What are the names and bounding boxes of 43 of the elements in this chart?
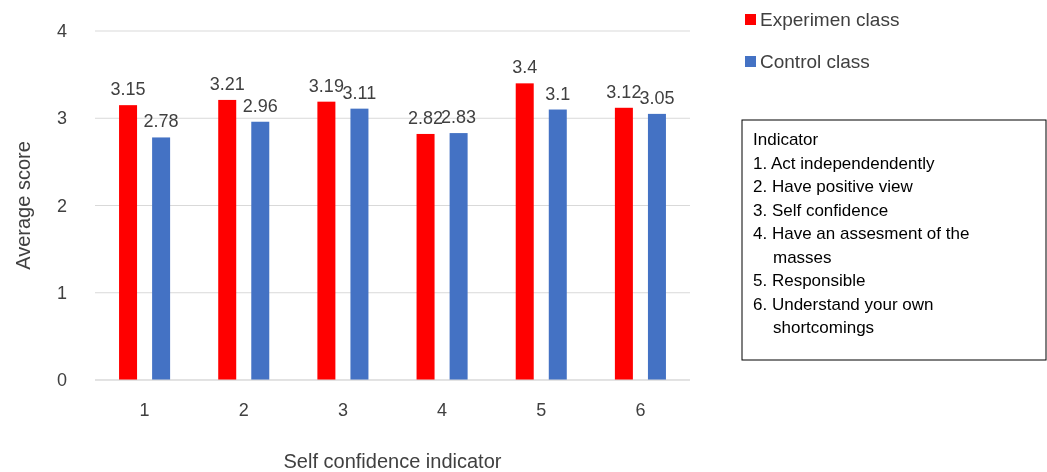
y-tick-label: 1: [56, 282, 67, 303]
text: 3. Self confidence: [753, 200, 889, 220]
data-label: 2.83: [441, 107, 477, 128]
bar: [350, 108, 369, 380]
bar: [548, 109, 567, 380]
bar: [416, 133, 435, 380]
y-tick-label: 4: [56, 21, 67, 41]
y-tick-label: 2: [56, 195, 67, 216]
data-label: 2.78: [143, 111, 179, 132]
x-tick-label: 4: [437, 400, 448, 420]
text: 1. Act independendently: [753, 153, 935, 173]
text: 6. Understand your own shortcomings: [753, 294, 934, 337]
data-label: 2.96: [242, 95, 278, 116]
bar: [119, 105, 138, 380]
data-label: 3.15: [110, 79, 146, 100]
x-axis-title: Self confidence indicator: [283, 450, 502, 472]
bar: [449, 133, 468, 380]
bar: [152, 137, 171, 380]
y-tick-label: 3: [56, 108, 67, 129]
bar: [251, 121, 270, 380]
data-label: 3.4: [512, 57, 538, 78]
bar: [515, 83, 534, 380]
text: 4. Have an assesment of the masses: [753, 224, 970, 267]
data-label: 3.19: [308, 75, 344, 96]
text: Indicator: [753, 130, 819, 149]
bar: [218, 99, 237, 380]
data-label: 3.1: [545, 83, 571, 104]
legend-label: Experimen class: [760, 9, 900, 30]
x-tick-label: 3: [337, 400, 348, 420]
x-tick-label: 1: [139, 400, 150, 420]
x-tick-label: 6: [635, 400, 646, 420]
data-label: 3.11: [342, 82, 377, 103]
text: 5. Responsible: [753, 271, 866, 290]
x-tick-label: 5: [536, 400, 547, 420]
bar: [647, 113, 666, 380]
bar: [614, 107, 633, 380]
bar: [317, 101, 336, 380]
x-tick-label: 2: [238, 400, 249, 420]
legend-label: Control class: [760, 51, 870, 72]
y-axis-title: Average score: [12, 141, 34, 270]
y-tick-label: 0: [56, 370, 67, 390]
text: 2. Have positive view: [753, 177, 914, 196]
data-label: 3.21: [209, 73, 245, 94]
